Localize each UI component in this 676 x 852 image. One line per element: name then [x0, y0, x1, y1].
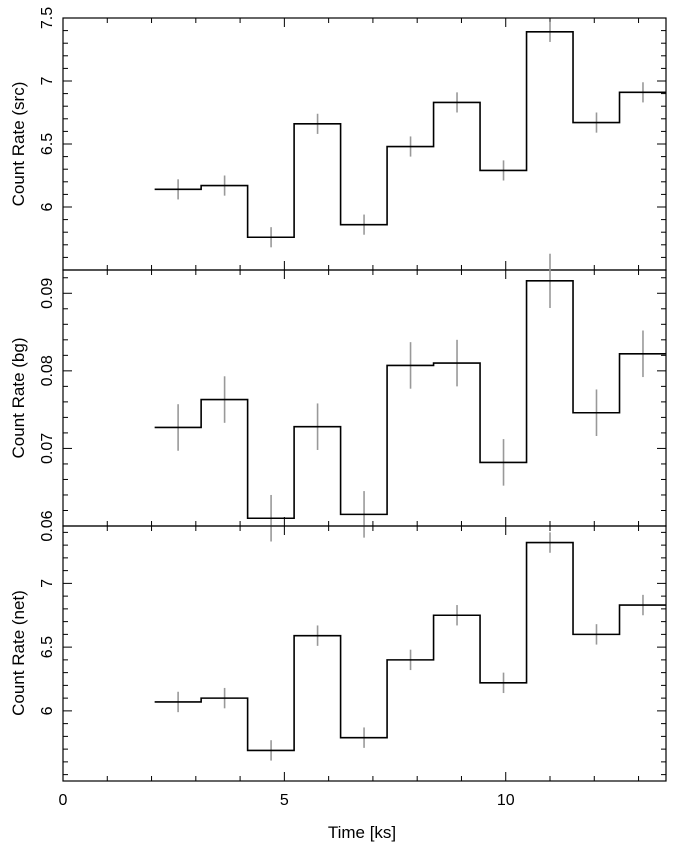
- panel-net: 66.57 Count Rate (net): [9, 525, 667, 782]
- panel-src-ylabel: Count Rate (src): [9, 82, 28, 207]
- x-tick-label: 10: [497, 792, 515, 809]
- panel-bg-step-line: [154, 280, 666, 520]
- panel-net-ylabel: Count Rate (net): [9, 590, 28, 716]
- panel-net-tick-labels: 66.57: [39, 579, 56, 716]
- panel-net-step-line: [154, 541, 666, 752]
- y-tick-label: 0.09: [39, 278, 56, 309]
- panel-bg-frame: [62, 269, 667, 527]
- panel-net-ticks: [62, 526, 666, 781]
- panel-net-frame: [62, 525, 667, 782]
- y-tick-label: 6: [39, 706, 56, 715]
- panel-src-tick-labels: 6 6.5 7 7.5: [39, 7, 56, 212]
- y-tick-label: 0.06: [39, 510, 56, 541]
- panel-bg-ylabel: Count Rate (bg): [9, 338, 28, 459]
- y-tick-label: 7.5: [39, 7, 56, 29]
- panel-bg-ticks: [62, 270, 666, 527]
- x-tick-labels: 0 5 10: [59, 792, 515, 809]
- panel-src-ticks: [62, 17, 666, 271]
- panel-bg: 0.06 0.07 0.08 0.09 Count Rate (bg): [9, 253, 667, 542]
- y-tick-label: 0.07: [39, 433, 56, 464]
- y-tick-label: 7: [39, 579, 56, 588]
- panel-bg-tick-labels: 0.06 0.07 0.08 0.09: [39, 278, 56, 542]
- panel-src-step-line: [154, 31, 666, 239]
- y-tick-label: 6.5: [39, 133, 56, 155]
- x-axis-label: Time [ks]: [328, 823, 396, 842]
- y-tick-label: 6.5: [39, 636, 56, 658]
- panel-src: 6 6.5 7 7.5 Count Rate (src): [9, 7, 667, 271]
- y-tick-label: 7: [39, 76, 56, 85]
- x-tick-label: 5: [280, 792, 289, 809]
- y-tick-label: 6: [39, 202, 56, 211]
- y-tick-label: 0.08: [39, 355, 56, 386]
- x-tick-label: 0: [59, 792, 68, 809]
